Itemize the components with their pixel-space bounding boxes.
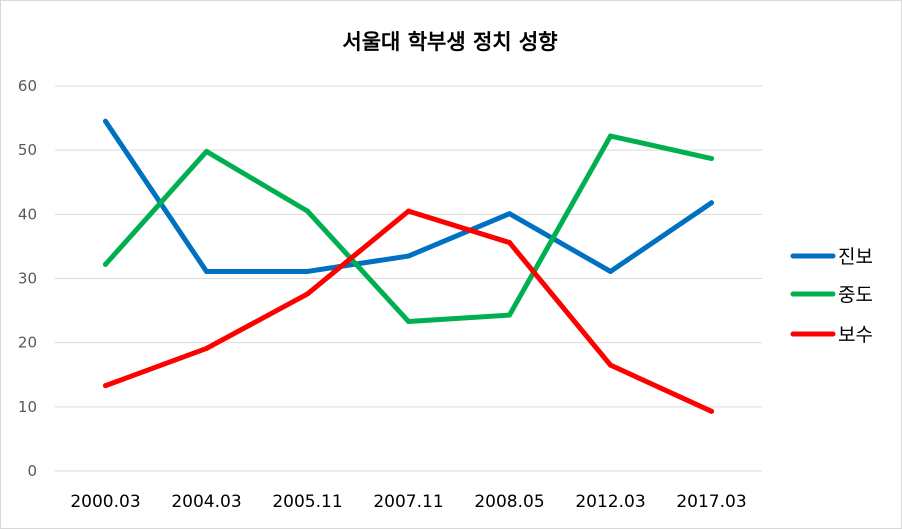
data-point <box>709 408 714 414</box>
x-tick-label: 2012.03 <box>575 492 645 512</box>
legend-label: 진보 <box>838 246 873 268</box>
y-tick-label: 0 <box>27 462 37 480</box>
series-line-0 <box>103 118 714 274</box>
series-line-2 <box>103 208 714 414</box>
data-point <box>608 133 613 139</box>
data-point <box>406 208 411 214</box>
data-point <box>305 291 310 297</box>
data-point <box>709 200 714 206</box>
x-tick-label: 2007.11 <box>373 492 443 512</box>
y-tick-label: 40 <box>18 205 37 223</box>
x-tick-label: 2005.11 <box>272 492 342 512</box>
chart-title: 서울대 학부생 정치 성향 <box>342 30 557 54</box>
x-tick-label: 2004.03 <box>171 492 241 512</box>
y-tick-label: 20 <box>18 334 37 352</box>
data-point <box>709 156 714 162</box>
data-point <box>204 268 209 274</box>
data-point <box>608 362 613 368</box>
x-tick-label: 2017.03 <box>676 492 746 512</box>
data-point <box>103 261 108 267</box>
legend-label: 중도 <box>838 284 873 306</box>
data-point <box>103 118 108 124</box>
x-axis-ticks: 2000.03 2004.03 2005.11 2007.11 2008.05 2012.… <box>70 492 746 512</box>
data-point <box>204 148 209 154</box>
series-lines <box>103 118 714 414</box>
legend-label: 보수 <box>838 324 873 346</box>
series-line-1 <box>103 133 714 324</box>
data-point <box>507 312 512 318</box>
y-axis-ticks: 0 10 20 30 40 50 60 <box>18 77 37 480</box>
data-point <box>305 268 310 274</box>
data-point <box>305 208 310 214</box>
y-tick-label: 10 <box>18 398 37 416</box>
data-point <box>507 240 512 246</box>
y-tick-label: 50 <box>18 141 37 159</box>
x-tick-label: 2000.03 <box>70 492 140 512</box>
y-tick-label: 60 <box>18 77 37 95</box>
data-point <box>103 383 108 389</box>
data-point <box>406 253 411 259</box>
data-point <box>204 345 209 351</box>
data-point <box>608 268 613 274</box>
y-tick-label: 30 <box>18 270 37 288</box>
data-point <box>406 318 411 324</box>
x-tick-label: 2008.05 <box>474 492 544 512</box>
data-point <box>507 211 512 217</box>
